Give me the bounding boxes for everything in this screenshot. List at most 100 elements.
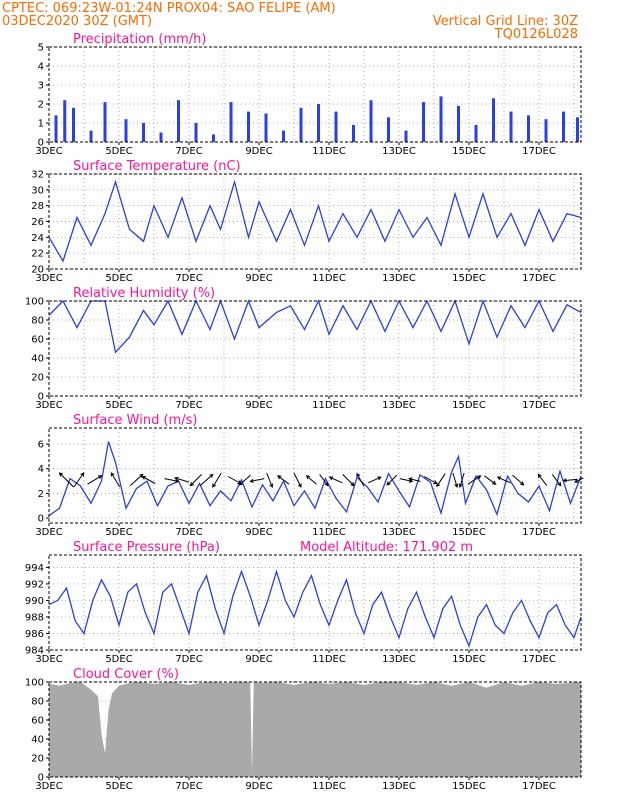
precip-bar [264, 113, 268, 142]
x-tick-label: 7DEC [175, 527, 202, 538]
precip-bar [422, 102, 425, 142]
x-tick-label: 17DEC [522, 400, 556, 411]
x-tick-label: 17DEC [522, 146, 556, 157]
wind-direction-arrow [342, 474, 355, 487]
x-tick-label: 3DEC [35, 400, 62, 411]
y-tick-label: 5 [38, 43, 44, 54]
precip-bar [282, 130, 285, 142]
x-tick-label: 7DEC [175, 273, 202, 284]
precip-bar [72, 107, 75, 142]
x-tick-label: 13DEC [382, 781, 416, 792]
precip-bar [103, 102, 107, 142]
x-tick-label: 13DEC [382, 273, 416, 284]
x-tick-label: 11DEC [312, 400, 346, 411]
x-tick-label: 7DEC [175, 146, 202, 157]
x-tick-label: 15DEC [452, 654, 486, 665]
wind-direction-arrow [277, 475, 290, 485]
wind-direction-arrow [189, 474, 202, 487]
y-tick-label: 1 [38, 119, 44, 130]
precip-bar [439, 96, 443, 142]
wind-direction-arrow [87, 475, 103, 485]
y-tick-label: 32 [31, 170, 44, 181]
x-tick-label: 17DEC [522, 527, 556, 538]
x-tick-label: 9DEC [245, 273, 272, 284]
panel-title: Surface Pressure (hPa) [73, 540, 220, 555]
wind-direction-arrow [129, 473, 144, 486]
y-tick-label: 986 [25, 629, 44, 640]
panel-frame [48, 300, 582, 397]
y-tick-label: 28 [31, 201, 44, 212]
x-tick-label: 13DEC [382, 527, 416, 538]
x-tick-label: 5DEC [105, 400, 132, 411]
precip-bar [124, 119, 128, 142]
y-tick-label: 2 [38, 100, 44, 111]
x-tick-label: 5DEC [105, 527, 132, 538]
x-tick-label: 3DEC [35, 527, 62, 538]
x-tick-label: 13DEC [382, 654, 416, 665]
x-tick-label: 9DEC [245, 654, 272, 665]
wind-direction-arrow [408, 477, 421, 482]
y-tick-label: 60 [31, 716, 44, 727]
precip-bar [247, 111, 250, 142]
wind-direction-arrow [249, 478, 265, 483]
y-tick-label: 6 [38, 440, 44, 451]
x-tick-label: 11DEC [312, 146, 346, 157]
wind-direction-arrow [293, 472, 302, 488]
x-tick-label: 5DEC [105, 273, 132, 284]
wind-direction-arrow [266, 472, 274, 488]
wind-direction-arrow [386, 474, 398, 486]
y-tick-label: 990 [25, 596, 44, 607]
precip-bar [457, 105, 460, 142]
precip-bar [54, 115, 58, 142]
wind-direction-arrow [551, 474, 562, 487]
panel-rh: 0 20 40 60 80 100 3DEC 5DEC 7DEC 9DEC 11DEC 13DEC 15… [25, 286, 582, 411]
wind-direction-arrow [73, 472, 85, 488]
precip-bar [474, 124, 478, 142]
y-tick-label: 100 [25, 678, 44, 689]
wind-direction-arrow [173, 476, 190, 483]
x-tick-label: 11DEC [312, 273, 346, 284]
wind-direction-arrow [484, 475, 497, 485]
wind-direction-arrow [467, 475, 482, 485]
header-station: CPTEC: 069:23W-01:24N PROX04: SAO FELIPE… [2, 1, 336, 16]
y-tick-label: 80 [31, 316, 44, 327]
panel-title: Cloud Cover (%) [73, 667, 179, 682]
y-tick-label: 20 [31, 265, 44, 276]
x-tick-label: 3DEC [35, 781, 62, 792]
precip-bar [404, 130, 408, 142]
wind-series-line [48, 441, 582, 517]
y-tick-label: 100 [25, 297, 44, 308]
precip-bar [527, 115, 530, 142]
x-tick-label: 9DEC [245, 781, 272, 792]
precip-bar [369, 100, 373, 142]
x-tick-label: 9DEC [245, 527, 272, 538]
wind-direction-arrow [319, 474, 329, 487]
panel-annotation: Model Altitude: 171.902 m [300, 540, 473, 555]
wind-direction-arrow [537, 473, 548, 486]
precip-bar [299, 107, 303, 142]
y-tick-label: 0 [38, 392, 44, 403]
panel-frame [48, 46, 582, 143]
wind-direction-arrow [141, 476, 156, 484]
temp-series-line [48, 179, 582, 263]
y-tick-label: 40 [31, 354, 44, 365]
wind-direction-arrow [110, 472, 121, 488]
x-tick-label: 15DEC [452, 400, 486, 411]
precip-bar [177, 100, 180, 142]
panel-frame [48, 427, 582, 524]
y-tick-label: 20 [31, 754, 44, 765]
y-tick-label: 988 [25, 612, 44, 623]
x-tick-label: 17DEC [522, 781, 556, 792]
panel-title: Surface Wind (m/s) [73, 413, 197, 428]
precip-bar [212, 134, 215, 142]
wind-direction-arrow [367, 476, 382, 484]
panel-wind: 0 2 4 6 3DEC 5DEC 7DEC 9DEC 11DEC 13DEC 15DEC 17DEC… [35, 413, 584, 538]
y-tick-label: 40 [31, 735, 44, 746]
precip-bar [334, 111, 338, 142]
y-tick-label: 0 [38, 514, 44, 525]
panel-press: 984 986 988 990 992 994 3DEC 5DEC 7DEC 9DEC 11DEC 1… [25, 540, 582, 665]
precip-bar [544, 119, 548, 142]
wind-direction-arrow [452, 472, 459, 489]
y-tick-label: 24 [31, 233, 44, 244]
x-tick-label: 5DEC [105, 781, 132, 792]
